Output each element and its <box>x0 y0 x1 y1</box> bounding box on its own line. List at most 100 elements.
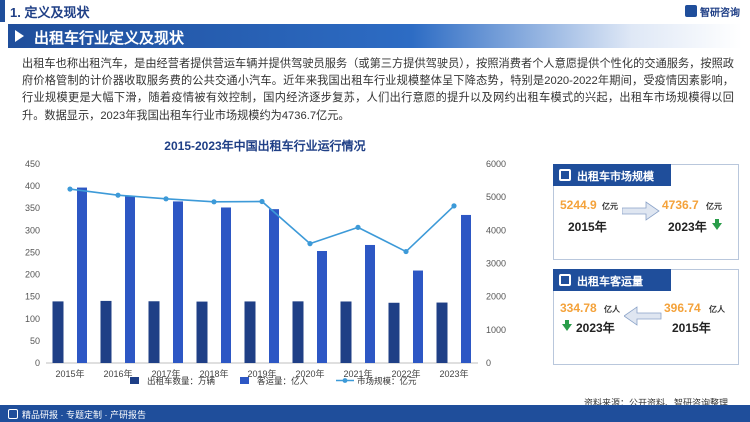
play-icon <box>15 30 24 42</box>
bar-fleet-7 <box>388 302 400 363</box>
card-title: 出租车市场规模 <box>577 171 654 183</box>
market-size-card: 出租车市场规模 5244.9 亿元 2015年 4736.7 亿元 2023年 <box>553 164 739 260</box>
logo-text: 智研咨询 <box>700 7 740 19</box>
y-left-tick-label: 100 <box>25 314 40 324</box>
bar-passenger-1 <box>125 196 135 363</box>
section-header: 1. 定义及现状 智研咨询 <box>0 0 750 22</box>
x-tick-label: 2017年 <box>151 368 180 379</box>
x-tick-label: 2016年 <box>103 368 132 379</box>
old-value: 396.74 <box>664 301 701 315</box>
bar-passenger-2 <box>173 201 183 363</box>
old-year: 2015年 <box>672 321 711 335</box>
footer-bar <box>0 405 750 422</box>
y-left-tick-label: 0 <box>35 358 40 368</box>
new-unit: 亿元 <box>706 202 722 211</box>
legend-marker-2 <box>342 378 348 383</box>
x-tick-label: 2020年 <box>295 368 324 379</box>
bar-fleet-0 <box>52 301 64 363</box>
page-title: 出租车行业定义及现状 <box>34 30 185 47</box>
y-right-tick-label: 5000 <box>486 192 506 202</box>
new-year: 2023年 <box>668 220 707 234</box>
market-size-point-6 <box>355 224 361 230</box>
y-right-tick-label: 3000 <box>486 259 506 269</box>
bar-fleet-4 <box>244 301 256 363</box>
old-value: 5244.9 <box>560 198 597 212</box>
bar-passenger-5 <box>317 250 327 363</box>
x-tick-label: 2023年 <box>439 368 468 379</box>
bar-passenger-4 <box>269 209 279 363</box>
report-icon <box>8 409 18 419</box>
y-left-tick-label: 450 <box>25 159 40 169</box>
market-size-point-1 <box>115 192 121 198</box>
section-bar <box>0 0 5 22</box>
market-size-point-5 <box>307 241 313 247</box>
y-left-tick-label: 400 <box>25 181 40 191</box>
old-unit: 亿元 <box>602 202 618 211</box>
bar-fleet-1 <box>100 300 112 363</box>
down-arrow-stem <box>565 320 569 324</box>
bar-passenger-6 <box>365 244 375 363</box>
x-tick-label: 2022年 <box>391 368 420 379</box>
intro-paragraph: 出租车也称出租汽车，是由经营者提供营运车辆并提供驾驶员服务（或第三方提供驾驶员）… <box>22 58 734 122</box>
y-right-tick-label: 4000 <box>486 225 506 235</box>
footer-tagline: 精品研报 · 专题定制 · 产研报告 <box>22 410 146 420</box>
y-right-tick-label: 0 <box>486 358 491 368</box>
legend-label-1: 客运量：亿人 <box>257 376 309 386</box>
market-size-point-2 <box>163 196 169 202</box>
new-unit: 亿人 <box>604 305 620 314</box>
bar-fleet-6 <box>340 301 352 363</box>
market-size-point-0 <box>67 186 73 192</box>
y-left-tick-label: 350 <box>25 203 40 213</box>
x-tick-label: 2019年 <box>247 368 276 379</box>
market-size-point-7 <box>403 248 409 255</box>
y-left-tick-label: 150 <box>25 292 40 302</box>
down-arrow-icon <box>562 324 572 331</box>
bar-fleet-5 <box>292 301 304 363</box>
y-left-tick-label: 50 <box>30 336 40 346</box>
legend-label-2: 市场规模：亿元 <box>357 376 417 386</box>
card-header: 出租车市场规模 <box>553 164 671 186</box>
new-year: 2023年 <box>576 321 615 335</box>
y-left-tick-label: 300 <box>25 225 40 235</box>
left-arrow-icon <box>624 306 662 326</box>
bar-passenger-0 <box>77 187 87 363</box>
bar-passenger-8 <box>461 214 471 363</box>
new-value: 334.78 <box>560 301 597 315</box>
old-year: 2015年 <box>568 220 607 234</box>
card-header: 出租车客运量 <box>553 269 671 291</box>
source-note: 资料来源：公开资料、智研咨询整理 <box>583 398 728 408</box>
bar-fleet-3 <box>196 301 208 363</box>
down-arrow-stem <box>715 219 719 223</box>
bar-passenger-7 <box>413 270 423 363</box>
old-unit: 亿人 <box>709 305 725 314</box>
chart-icon <box>559 169 571 181</box>
y-left-tick-label: 200 <box>25 270 40 280</box>
down-arrow-icon <box>712 223 722 230</box>
legend-swatch-1 <box>240 377 249 384</box>
title-banner: 出租车行业定义及现状 <box>8 24 742 48</box>
section-label: 1. 定义及现状 <box>10 5 90 20</box>
passenger-volume-card: 出租车客运量 334.78 亿人 2023年 396.74 亿人 2015年 <box>553 269 739 365</box>
y-right-tick-label: 1000 <box>486 325 506 335</box>
market-size-point-4 <box>259 198 265 205</box>
brand-logo: 智研咨询 <box>685 3 740 19</box>
y-left-tick-label: 250 <box>25 247 40 257</box>
logo-icon <box>685 5 697 17</box>
market-size-point-8 <box>451 203 457 209</box>
legend-swatch-0 <box>130 377 139 384</box>
y-right-tick-label: 2000 <box>486 292 506 302</box>
x-tick-label: 2018年 <box>199 368 228 379</box>
market-size-point-3 <box>211 199 217 205</box>
legend-label-0: 出租车数量：万辆 <box>147 376 216 386</box>
card-title: 出租车客运量 <box>577 276 643 288</box>
x-tick-label: 2015年 <box>55 368 84 379</box>
y-right-tick-label: 6000 <box>486 159 506 169</box>
bar-fleet-2 <box>148 301 160 363</box>
bar-passenger-3 <box>221 207 231 363</box>
chart-icon <box>559 274 571 286</box>
new-value: 4736.7 <box>662 198 699 212</box>
right-arrow-icon <box>622 201 660 221</box>
chart-title: 2015-2023年中国出租车行业运行情况 <box>164 139 366 153</box>
x-tick-label: 2021年 <box>343 368 372 379</box>
bar-fleet-8 <box>436 302 448 363</box>
